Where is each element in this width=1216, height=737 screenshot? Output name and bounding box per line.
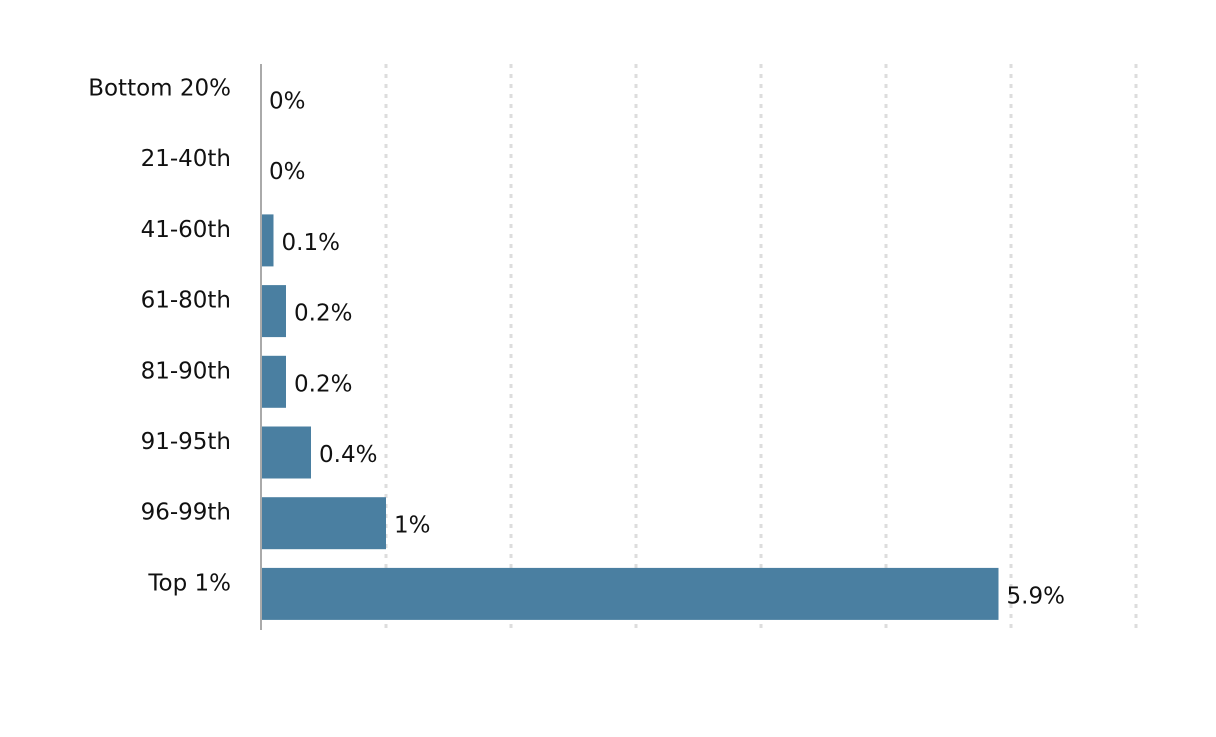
bar: [261, 567, 999, 620]
bar: [261, 355, 286, 408]
bar: [261, 497, 386, 550]
value-label: 0.2%: [294, 371, 352, 397]
y-tick-label: 21-40th: [141, 146, 231, 172]
bar: [261, 214, 274, 267]
y-tick-label: 91-95th: [141, 429, 231, 455]
y-tick-label: 41-60th: [141, 217, 231, 243]
value-label: 0.4%: [319, 442, 377, 468]
value-label: 0.2%: [294, 301, 352, 327]
value-label: 1%: [394, 513, 431, 539]
value-label: 0%: [269, 89, 306, 115]
y-tick-label: Top 1%: [147, 570, 231, 596]
y-tick-label: 81-90th: [141, 358, 231, 384]
y-tick-label: 96-99th: [141, 500, 231, 526]
bar: [261, 426, 311, 479]
y-tick-label: Bottom 20%: [88, 76, 231, 102]
value-label: 5.9%: [1007, 583, 1065, 609]
value-label: 0%: [269, 159, 306, 185]
y-tick-label: 61-80th: [141, 288, 231, 314]
bar: [261, 285, 286, 338]
value-label: 0.1%: [282, 230, 340, 256]
